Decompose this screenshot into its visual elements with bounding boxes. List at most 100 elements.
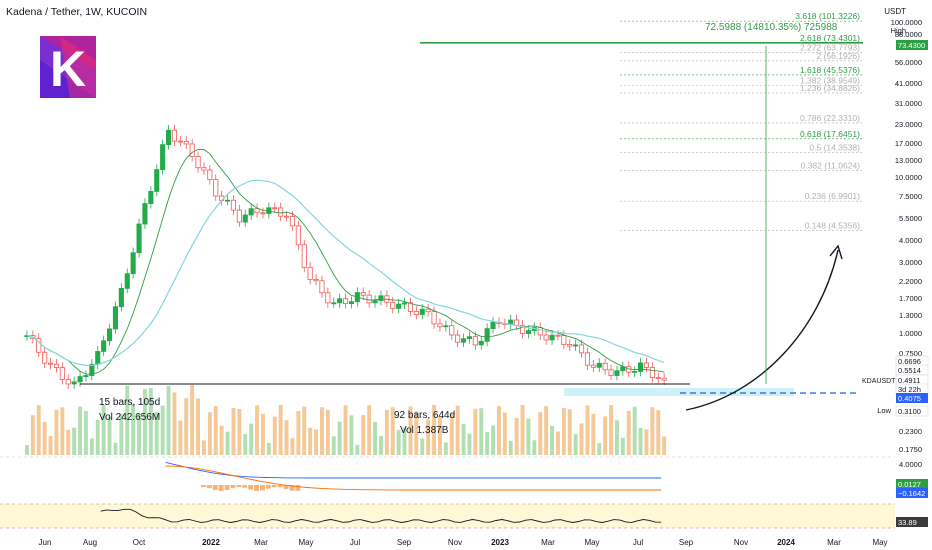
candle	[230, 199, 237, 211]
rsi-badge	[896, 517, 928, 527]
volume-bar	[585, 405, 590, 455]
time-axis[interactable]: Jun Aug Oct 2022 Mar May Jul Sep Nov 2023 Mar May Ju…	[39, 538, 888, 547]
candle	[142, 203, 148, 225]
price-tick: 0.2300	[899, 427, 922, 436]
price-tick: 5.5000	[899, 214, 922, 223]
price-badge	[896, 393, 928, 403]
macd-hist	[236, 485, 242, 488]
fib-label: 3.618 (101.3226)	[795, 11, 860, 21]
time-label: 2023	[491, 538, 509, 547]
candle	[366, 294, 372, 304]
time-label: Nov	[734, 538, 748, 547]
volume-bar	[160, 405, 165, 455]
candle	[401, 302, 408, 305]
candle	[59, 367, 65, 380]
volume-bar	[25, 445, 29, 455]
volume-bar	[101, 405, 106, 455]
candle	[437, 323, 443, 328]
macd-hist	[277, 485, 283, 488]
candle	[165, 129, 172, 146]
volume-bar	[196, 398, 200, 455]
candle	[632, 371, 638, 373]
measure1-bars: 15 bars, 105d	[99, 397, 160, 408]
candle	[307, 266, 313, 280]
price-tick: 0.7500	[899, 349, 922, 358]
indicator-badge	[896, 488, 928, 498]
volume-bar	[632, 406, 637, 455]
volume-bar	[125, 385, 130, 455]
macd-hist	[265, 485, 271, 489]
volume-bar	[597, 443, 602, 455]
volume-bar	[30, 415, 35, 455]
candle	[590, 364, 596, 368]
fib-label: 0.618 (17.6451)	[800, 129, 860, 139]
price-pane[interactable]	[24, 46, 860, 455]
candle	[118, 287, 124, 308]
macd-hist	[224, 485, 230, 491]
candle	[195, 156, 201, 169]
price-axis[interactable]: USDT High Low 100.0000 88.0000 56.0000 41.0…	[862, 7, 929, 469]
price-tick: 88.0000	[895, 30, 922, 39]
candle	[525, 330, 531, 334]
macd-hist	[248, 485, 254, 490]
macd-pane[interactable]: 0.0127−0.1642	[0, 456, 928, 498]
volume-bar	[520, 405, 525, 455]
volume-bar	[202, 440, 206, 455]
candle	[224, 199, 231, 202]
price-tick: 1.0000	[899, 329, 922, 338]
volume-bar	[266, 442, 271, 455]
high-label: High	[891, 26, 906, 35]
candle	[608, 369, 614, 376]
candle	[413, 310, 419, 315]
price-tick: 56.0000	[895, 58, 922, 67]
candle	[342, 298, 349, 305]
volume-bar	[107, 416, 112, 455]
volume-bar	[137, 413, 141, 455]
candle	[638, 362, 644, 372]
price-tick: 41.0000	[895, 79, 922, 88]
candle	[466, 336, 472, 340]
candle	[390, 301, 396, 309]
time-label: May	[872, 538, 887, 547]
candle	[83, 375, 89, 377]
candle	[107, 328, 113, 342]
candle	[301, 244, 307, 268]
volume-bar	[461, 423, 466, 455]
volume-bar	[502, 412, 507, 455]
indicator-badge-label: 0.0127	[898, 480, 921, 489]
price-tick: 3.0000	[899, 258, 922, 267]
price-badge-label: 0.5514	[898, 366, 921, 375]
candle	[478, 340, 484, 346]
candle	[360, 292, 366, 296]
candle	[490, 321, 496, 329]
volume-bar	[561, 407, 566, 455]
macd-line	[165, 461, 662, 479]
candle	[272, 207, 278, 210]
candle	[643, 362, 649, 368]
price-tick: 7.5000	[899, 192, 922, 201]
volume-bar	[514, 418, 519, 455]
volume-bar	[367, 405, 372, 455]
candle	[42, 351, 48, 364]
candle	[53, 363, 59, 369]
rsi-band	[0, 504, 895, 528]
fib-extension[interactable]: 3.618 (101.3226) 2.618 (73.4301)2.272 (63…	[420, 11, 863, 231]
rsi-badge-label: 33.89	[898, 518, 917, 527]
time-label: Oct	[133, 538, 146, 547]
volume-bar	[379, 435, 383, 455]
volume-bar	[402, 427, 407, 455]
volume-bar	[113, 442, 118, 455]
volume-bar	[567, 409, 572, 455]
volume-bar	[603, 416, 608, 455]
price-tick: 2.2000	[899, 277, 922, 286]
time-label: Jul	[350, 538, 360, 547]
fib-label: 2.618 (73.4301)	[800, 33, 860, 43]
price-tick: 4.0000	[899, 460, 922, 469]
time-label: 2022	[202, 538, 220, 547]
price-badge	[896, 40, 928, 50]
rsi-pane[interactable]: 33.89	[0, 503, 928, 529]
price-badge-label: 0.6696	[898, 357, 921, 366]
candle	[177, 140, 183, 143]
candle	[649, 366, 655, 379]
